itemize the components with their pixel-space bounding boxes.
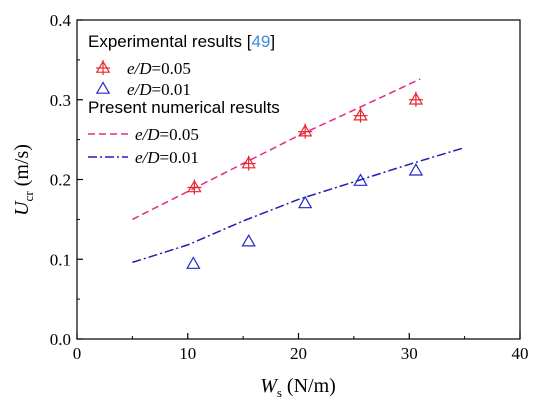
legend-experimental-heading: Experimental results [49] bbox=[88, 32, 275, 51]
x-axis-subscript: s bbox=[277, 385, 282, 400]
y-tick-label-0: 0.0 bbox=[50, 330, 71, 349]
y-tick-label-3: 0.3 bbox=[50, 91, 71, 110]
x-tick-label-2: 20 bbox=[290, 344, 307, 363]
experimental-markers bbox=[186, 91, 424, 269]
exp-point-1-0 bbox=[186, 256, 201, 269]
x-tick-label-1: 10 bbox=[179, 344, 196, 363]
exp-point-1-4 bbox=[408, 162, 424, 176]
x-tick-label-0: 0 bbox=[73, 344, 82, 363]
legend-exp-symbol-0 bbox=[95, 60, 111, 75]
x-axis-symbol: W bbox=[260, 375, 279, 397]
x-axis-label: Ws (N/m) bbox=[260, 375, 336, 400]
legend-exp-label-1: e/D=0.01 bbox=[127, 80, 191, 99]
numerical-line-1 bbox=[132, 146, 465, 264]
y-tick-label-1: 0.1 bbox=[50, 250, 71, 269]
x-axis: 0 10 20 30 40 bbox=[73, 333, 529, 363]
x-tick-label-3: 30 bbox=[401, 344, 418, 363]
exp-point-0-0 bbox=[187, 179, 202, 195]
exp-point-0-2 bbox=[297, 123, 313, 139]
legend-exp-marker-1 bbox=[95, 81, 111, 94]
legend-ref-number: 49 bbox=[251, 32, 270, 51]
legend-exp-label-0: e/D=0.05 bbox=[127, 59, 191, 78]
numerical-lines bbox=[132, 78, 465, 264]
exp-point-1-2 bbox=[297, 195, 313, 209]
exp-point-0-3 bbox=[353, 107, 368, 123]
y-axis: 0.0 0.1 0.2 0.3 0.4 bbox=[50, 11, 83, 349]
y-axis-unit: (m/s) bbox=[11, 144, 33, 191]
x-tick-label-4: 40 bbox=[512, 344, 529, 363]
exp-point-0-4 bbox=[408, 91, 424, 107]
y-axis-label: Ucr (m/s) bbox=[11, 144, 36, 216]
exp-point-1-1 bbox=[241, 233, 256, 247]
legend-numerical-heading: Present numerical results bbox=[88, 98, 280, 117]
y-tick-label-4: 0.4 bbox=[50, 11, 72, 30]
legend-num-label-0: e/D=0.05 bbox=[135, 125, 199, 144]
exp-point-1-3 bbox=[353, 173, 368, 186]
y-tick-label-2: 0.2 bbox=[50, 171, 71, 190]
legend: Experimental results [49] e/D=0.05 e/D=0… bbox=[88, 32, 280, 167]
y-axis-subscript: cr bbox=[21, 191, 36, 202]
x-axis-unit: (N/m) bbox=[282, 375, 336, 397]
legend-exp-marker-0 bbox=[95, 60, 111, 75]
legend-exp-symbol-1 bbox=[95, 81, 111, 94]
y-axis-symbol: U bbox=[11, 200, 33, 216]
exp-point-0-1 bbox=[241, 155, 256, 171]
numerical-line-0 bbox=[132, 78, 421, 221]
legend-num-label-1: e/D=0.01 bbox=[135, 148, 199, 167]
